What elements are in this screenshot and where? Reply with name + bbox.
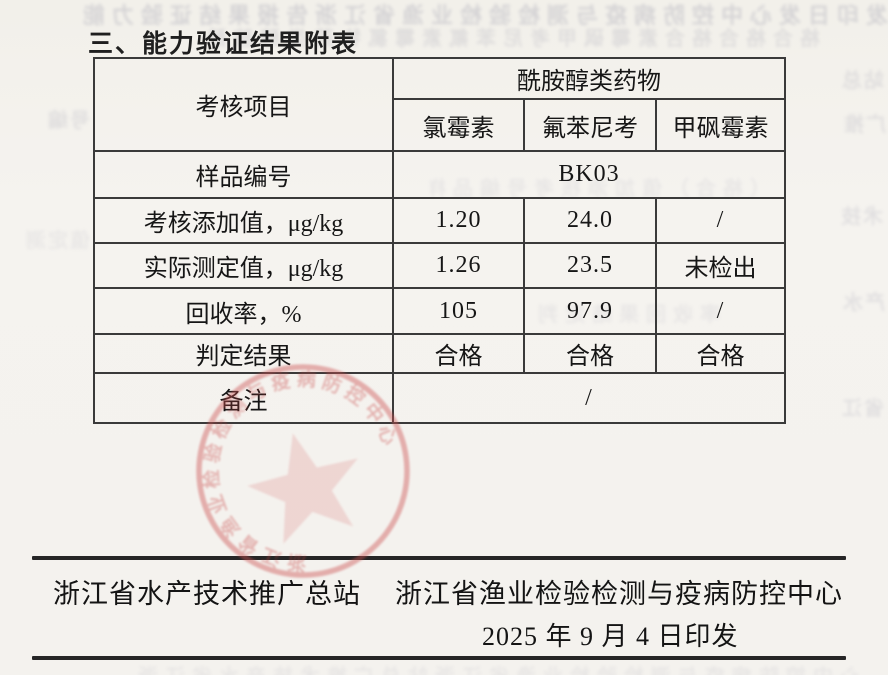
row-label: 回收率，% bbox=[93, 287, 394, 335]
column-header-thiamphenicol: 甲砜霉素 bbox=[654, 98, 787, 152]
cell-value: 合格 bbox=[392, 333, 525, 374]
row-label: 样品编号 bbox=[93, 150, 394, 199]
cell-value: 1.26 bbox=[392, 242, 525, 289]
seal-star-icon bbox=[247, 433, 358, 544]
cell-value: 97.9 bbox=[523, 287, 657, 335]
bleed-through-text: 广推 bbox=[842, 114, 886, 136]
bleed-through-text: 号编 bbox=[46, 110, 90, 132]
cell-value: / bbox=[654, 287, 787, 335]
table-row-column-headers: 氯霉素 氟苯尼考 甲砜霉素 bbox=[94, 98, 787, 152]
bleed-through-text: 省江 bbox=[840, 398, 884, 420]
table-row-sample-id: 样品编号 BK03 bbox=[93, 150, 787, 199]
cell-value: / bbox=[654, 197, 787, 244]
org-left: 浙江省水产技术推广总站 bbox=[53, 579, 361, 609]
table-row-group-header: 考核项目 酰胺醇类药物 bbox=[93, 57, 787, 152]
row-label: 考核添加值，μg/kg bbox=[93, 197, 394, 244]
row-label: 备注 bbox=[93, 372, 394, 424]
table-row-recovery: 回收率，% 105 97.9 / bbox=[93, 287, 787, 335]
org-right: 浙江省渔业检验检测与疫病防控中心 bbox=[395, 579, 843, 609]
table-row-remarks: 备注 / bbox=[93, 372, 787, 424]
row-label: 判定结果 bbox=[93, 333, 394, 374]
cell-value: 1.20 bbox=[392, 197, 525, 244]
cell-value: 未检出 bbox=[654, 242, 787, 289]
page-title: 三、能力验证结果附表 bbox=[88, 30, 359, 58]
cell-value: 24.0 bbox=[523, 197, 657, 244]
cell-value: 合格 bbox=[654, 333, 787, 374]
column-header-chloramphenicol: 氯霉素 bbox=[392, 98, 525, 152]
issuing-organizations: 浙江省水产技术推广总站 浙江省渔业检验检测与疫病防控中心 bbox=[53, 572, 853, 611]
proficiency-results-table: 考核项目 酰胺醇类药物 氯霉素 氟苯尼考 甲砜霉素 样品编号 BK03 考核添加… bbox=[93, 57, 787, 424]
column-header-florfenicol: 氟苯尼考 bbox=[523, 98, 657, 152]
footer-top-rule bbox=[32, 556, 846, 560]
bleed-through-text: 值定测 bbox=[24, 230, 90, 252]
bleed-through-text: 产水 bbox=[841, 292, 885, 314]
header-drug-class: 酰胺醇类药物 bbox=[391, 57, 787, 100]
cell-value: 23.5 bbox=[523, 242, 657, 289]
row-label: 实际测定值，μg/kg bbox=[93, 242, 394, 289]
issue-date: 2025 年 9 月 4 日印发 bbox=[482, 622, 739, 651]
table-row-judgment: 判定结果 合格 合格 合格 bbox=[93, 333, 787, 374]
bleed-through-text: 站总 bbox=[840, 70, 884, 92]
header-item-label: 考核项目 bbox=[93, 57, 394, 152]
bleed-through-text: 术技 bbox=[839, 206, 883, 228]
cell-value: 合格 bbox=[523, 333, 657, 374]
footer-bottom-rule bbox=[32, 656, 846, 660]
table-row-measured-value: 实际测定值，μg/kg 1.26 23.5 未检出 bbox=[93, 242, 787, 289]
cell-value: 105 bbox=[392, 287, 525, 335]
sample-id-value: BK03 bbox=[391, 150, 787, 199]
bleed-through-text: 心中控防病疫与测检验检业渔省江浙站总广推术技产水省江浙 bbox=[60, 660, 860, 675]
remarks-value: / bbox=[391, 372, 787, 424]
table-row-assigned-value: 考核添加值，μg/kg 1.20 24.0 / bbox=[93, 197, 787, 244]
